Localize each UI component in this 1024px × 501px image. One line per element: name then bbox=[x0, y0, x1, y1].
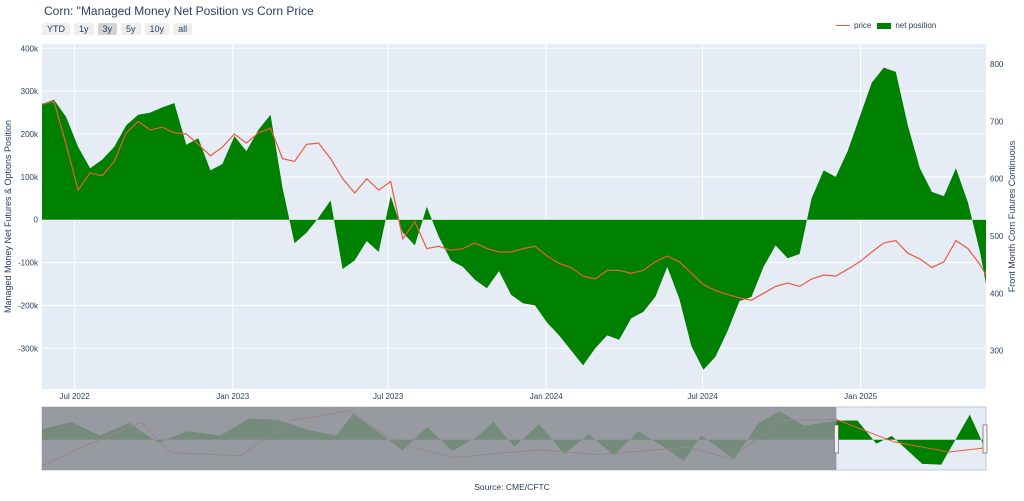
range-button-all[interactable]: all bbox=[173, 23, 193, 35]
y-axis-right-label: Front Month Corn Futures Continuous bbox=[1007, 140, 1017, 292]
legend-label-net-position: net position bbox=[895, 21, 937, 30]
range-button-10y[interactable]: 10y bbox=[144, 23, 170, 35]
y-left-tick-label: -300k bbox=[18, 344, 39, 353]
y-left-tick-label: 200k bbox=[21, 130, 39, 139]
x-tick-label: Jul 2023 bbox=[373, 392, 404, 401]
x-tick-label: Jul 2024 bbox=[687, 392, 718, 401]
legend-swatch-net-position bbox=[877, 22, 892, 29]
x-tick-label: Jan 2024 bbox=[530, 392, 563, 401]
range-slider-handle-right[interactable] bbox=[982, 424, 988, 454]
x-axis: Jul 2022 Jan 2023 Jul 2023 Jan 2024 Jul 2024… bbox=[60, 392, 878, 401]
y-axis-left-label: Managed Money Net Futures & Options Posi… bbox=[3, 120, 13, 313]
range-button-3y[interactable]: 3y bbox=[97, 23, 118, 35]
y-axis-left: 400k 300k 200k 100k 0 -100k -200k -300k bbox=[18, 44, 39, 353]
y-left-tick-label: 100k bbox=[21, 173, 39, 182]
range-slider-handle-left[interactable] bbox=[834, 424, 839, 454]
legend-item-price[interactable]: price bbox=[836, 21, 871, 30]
x-tick-label: Jul 2022 bbox=[60, 392, 91, 401]
range-button-ytd[interactable]: YTD bbox=[42, 23, 70, 35]
y-left-tick-label: 400k bbox=[21, 44, 39, 53]
y-right-tick-label: 500 bbox=[990, 232, 1004, 241]
range-slider-mask-left bbox=[42, 407, 837, 470]
y-axis-right: 800 700 600 500 400 300 bbox=[990, 60, 1004, 356]
range-button-5y[interactable]: 5y bbox=[121, 23, 141, 35]
y-right-tick-label: 400 bbox=[990, 289, 1004, 298]
range-button-1y[interactable]: 1y bbox=[74, 23, 94, 35]
legend-label-price: price bbox=[854, 21, 872, 30]
legend-swatch-price bbox=[836, 25, 850, 26]
chart-title: Corn: "Managed Money Net Position vs Cor… bbox=[44, 4, 314, 18]
x-tick-label: Jan 2023 bbox=[216, 392, 249, 401]
range-slider[interactable] bbox=[41, 406, 988, 471]
price-line bbox=[41, 100, 987, 301]
legend-item-net-position[interactable]: net position bbox=[877, 21, 936, 30]
y-left-tick-label: 300k bbox=[21, 87, 39, 96]
x-tick-label: Jan 2025 bbox=[844, 392, 877, 401]
legend: price net position bbox=[836, 21, 936, 30]
y-right-tick-label: 300 bbox=[990, 347, 1004, 356]
y-right-tick-label: 600 bbox=[990, 175, 1004, 184]
y-left-tick-label: -100k bbox=[18, 259, 39, 268]
y-right-tick-label: 800 bbox=[990, 60, 1004, 69]
source-note: Source: CME/CFTC bbox=[474, 482, 550, 492]
range-selector: YTD 1y 3y 5y 10y all bbox=[42, 23, 193, 35]
net-position-area bbox=[42, 67, 986, 370]
y-left-tick-label: -200k bbox=[18, 301, 39, 310]
y-right-tick-label: 700 bbox=[990, 117, 1004, 126]
y-left-tick-label: 0 bbox=[34, 216, 39, 225]
